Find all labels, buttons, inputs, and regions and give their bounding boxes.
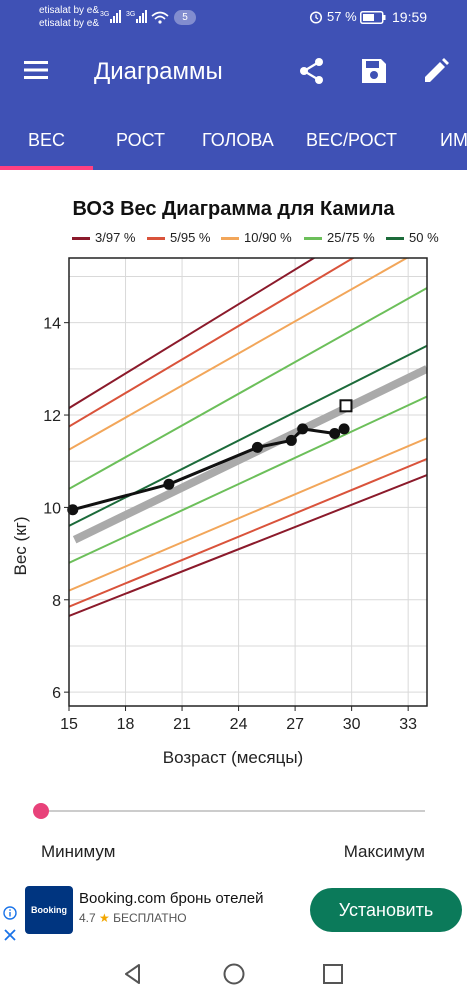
ad-info-icon[interactable]	[3, 906, 17, 920]
tab-head[interactable]: ГОЛОВА	[202, 130, 274, 150]
tab-bar: ВЕС РОСТ ГОЛОВА ВЕС/РОСТ ИМ	[0, 112, 467, 170]
y-tick-label: 6	[52, 685, 61, 702]
data-point	[338, 423, 350, 435]
ad-meta: 4.7 ★ БЕСПЛАТНО	[79, 911, 187, 925]
menu-icon[interactable]	[24, 60, 48, 80]
legend-label: 25/75 %	[327, 230, 375, 245]
x-tick-label: 18	[117, 716, 135, 733]
status-bar: etisalat by e& etisalat by e& 3G 3G 5 57…	[0, 0, 467, 34]
data-point	[251, 441, 263, 453]
trend-line	[72, 365, 427, 544]
carrier-label-2: etisalat by e&	[39, 18, 100, 29]
legend-label: 50 %	[409, 230, 439, 245]
slider-max-label: Максимум	[343, 842, 425, 861]
ad-price: БЕСПЛАТНО	[113, 911, 187, 925]
notification-count-badge: 5	[174, 10, 196, 25]
share-icon[interactable]	[297, 56, 327, 86]
data-point	[329, 428, 341, 440]
trend-line-path	[72, 365, 427, 544]
battery-percent: 57 %	[327, 9, 357, 24]
percentile-line	[69, 474, 427, 617]
recents-icon[interactable]	[321, 962, 345, 986]
svg-text:3G: 3G	[100, 11, 109, 18]
age-range-slider-track[interactable]	[41, 810, 425, 812]
tab-weight[interactable]: ВЕС	[28, 130, 66, 150]
back-icon[interactable]	[121, 962, 145, 986]
percentile-lines	[69, 258, 427, 617]
legend-swatch	[386, 237, 404, 240]
signal-icon: 3G 3G	[100, 10, 169, 24]
home-icon[interactable]	[222, 962, 246, 986]
ad-banner[interactable]: Booking Booking.com бронь отелей 4.7 ★ Б…	[0, 878, 467, 948]
legend-label: 5/95 %	[170, 230, 211, 245]
percentile-line	[69, 437, 427, 592]
percentile-line	[69, 287, 427, 490]
percentile-line	[69, 258, 316, 409]
ad-title[interactable]: Booking.com бронь отелей	[79, 890, 264, 907]
ad-app-logo[interactable]: Booking	[25, 886, 73, 934]
carrier-label-1: etisalat by e&	[39, 5, 100, 16]
age-range-slider-thumb[interactable]	[33, 803, 49, 819]
legend-swatch	[304, 237, 322, 240]
current-point-marker	[339, 399, 353, 413]
percentile-line	[69, 395, 427, 564]
data-series	[67, 399, 353, 516]
tab-bmi[interactable]: ИМ	[440, 130, 467, 150]
data-point	[297, 423, 309, 435]
y-tick-label: 8	[52, 593, 61, 610]
y-tick-label: 14	[43, 316, 61, 333]
y-tick-label: 12	[43, 408, 61, 425]
percentile-line	[69, 457, 427, 608]
legend-label: 3/97 %	[95, 230, 136, 245]
legend-swatch	[72, 237, 90, 240]
x-tick-label: 33	[399, 716, 417, 733]
chart-title: ВОЗ Вес Диаграмма для Камила	[72, 198, 395, 220]
star-icon: ★	[99, 911, 110, 925]
y-tick-label: 10	[43, 500, 61, 517]
percentile-line	[69, 258, 356, 428]
svg-text:3G: 3G	[126, 11, 135, 18]
app-bar: Диаграммы	[0, 34, 467, 112]
system-nav-bar	[0, 948, 467, 1000]
tab-indicator	[0, 166, 93, 170]
x-tick-label: 21	[173, 716, 191, 733]
data-point	[67, 504, 79, 516]
x-axis-label: Возраст (месяцы)	[163, 748, 303, 767]
page-title: Диаграммы	[94, 58, 223, 85]
ad-close-icon[interactable]	[3, 928, 17, 942]
save-icon[interactable]	[359, 56, 389, 86]
legend-swatch	[221, 237, 239, 240]
edit-icon[interactable]	[421, 56, 451, 86]
ad-install-button[interactable]: Установить	[310, 888, 462, 932]
slider-min-label: Минимум	[41, 842, 116, 861]
x-tick-label: 24	[230, 716, 248, 733]
x-tick-label: 30	[343, 716, 361, 733]
clock: 19:59	[392, 9, 428, 25]
x-tick-label: 27	[286, 716, 304, 733]
chart-axes: 15 18 21 24 27 30 33 6 8 10 12 14	[43, 257, 428, 733]
x-tick-label: 15	[60, 716, 78, 733]
legend-swatch	[147, 237, 165, 240]
percentile-line	[69, 258, 409, 451]
battery-icon	[360, 11, 386, 24]
alarm-icon	[309, 11, 323, 24]
tab-height[interactable]: РОСТ	[116, 130, 166, 150]
ad-rating: 4.7	[79, 911, 96, 925]
chart-legend: 3/97 % 5/95 % 10/90 % 25/75 % 50 %	[0, 228, 467, 248]
data-point	[163, 478, 175, 490]
y-axis-label: Вес (кг)	[11, 517, 30, 576]
tab-weight-height[interactable]: ВЕС/РОСТ	[306, 130, 398, 150]
legend-label: 10/90 %	[244, 230, 292, 245]
data-point	[285, 434, 297, 446]
percentile-line	[69, 344, 427, 527]
plot-frame	[68, 257, 428, 707]
